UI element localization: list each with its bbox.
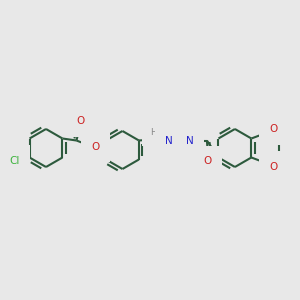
Text: H: H xyxy=(151,128,157,137)
Text: Cl: Cl xyxy=(9,155,20,166)
Text: O: O xyxy=(269,124,278,134)
Text: O: O xyxy=(269,161,278,172)
Text: O: O xyxy=(204,157,212,166)
Text: O: O xyxy=(76,116,85,127)
Text: O: O xyxy=(91,142,100,152)
Text: H: H xyxy=(182,130,189,139)
Text: N: N xyxy=(186,136,194,146)
Text: N: N xyxy=(165,136,173,146)
